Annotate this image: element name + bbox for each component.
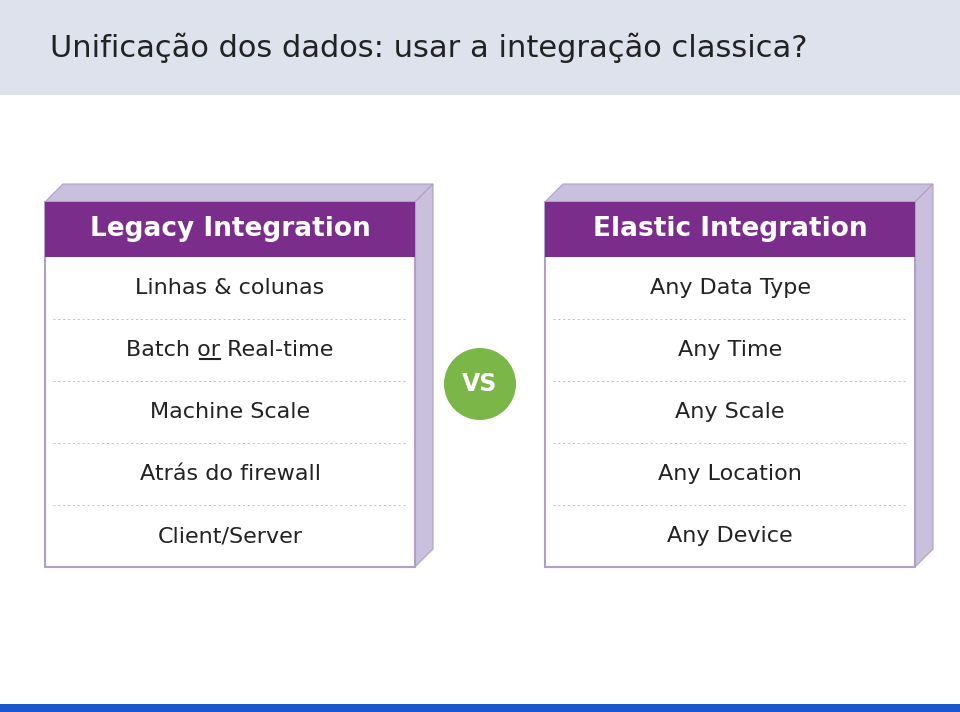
Text: Any Location: Any Location bbox=[658, 464, 802, 484]
Polygon shape bbox=[415, 184, 433, 567]
Text: Any Device: Any Device bbox=[667, 526, 793, 546]
Text: Batch or Real-time: Batch or Real-time bbox=[127, 340, 334, 360]
Bar bbox=[45, 202, 415, 567]
Text: Any Time: Any Time bbox=[678, 340, 782, 360]
Polygon shape bbox=[545, 184, 933, 202]
Text: Unificação dos dados: usar a integração classica?: Unificação dos dados: usar a integração … bbox=[50, 32, 807, 63]
Text: Atrás do firewall: Atrás do firewall bbox=[139, 464, 321, 484]
Bar bbox=[0, 704, 960, 712]
Text: Elastic Integration: Elastic Integration bbox=[592, 216, 867, 243]
Polygon shape bbox=[915, 184, 933, 567]
Text: Machine Scale: Machine Scale bbox=[150, 402, 310, 422]
Circle shape bbox=[444, 348, 516, 420]
Text: Any Scale: Any Scale bbox=[675, 402, 784, 422]
Bar bbox=[0, 0, 960, 95]
Text: Linhas & colunas: Linhas & colunas bbox=[135, 278, 324, 298]
Text: Client/Server: Client/Server bbox=[157, 526, 302, 546]
Bar bbox=[545, 202, 915, 567]
Text: Legacy Integration: Legacy Integration bbox=[89, 216, 371, 243]
Text: Any Data Type: Any Data Type bbox=[650, 278, 810, 298]
Polygon shape bbox=[45, 184, 433, 202]
Bar bbox=[545, 202, 915, 257]
Bar bbox=[45, 202, 415, 257]
Text: VS: VS bbox=[463, 372, 497, 396]
